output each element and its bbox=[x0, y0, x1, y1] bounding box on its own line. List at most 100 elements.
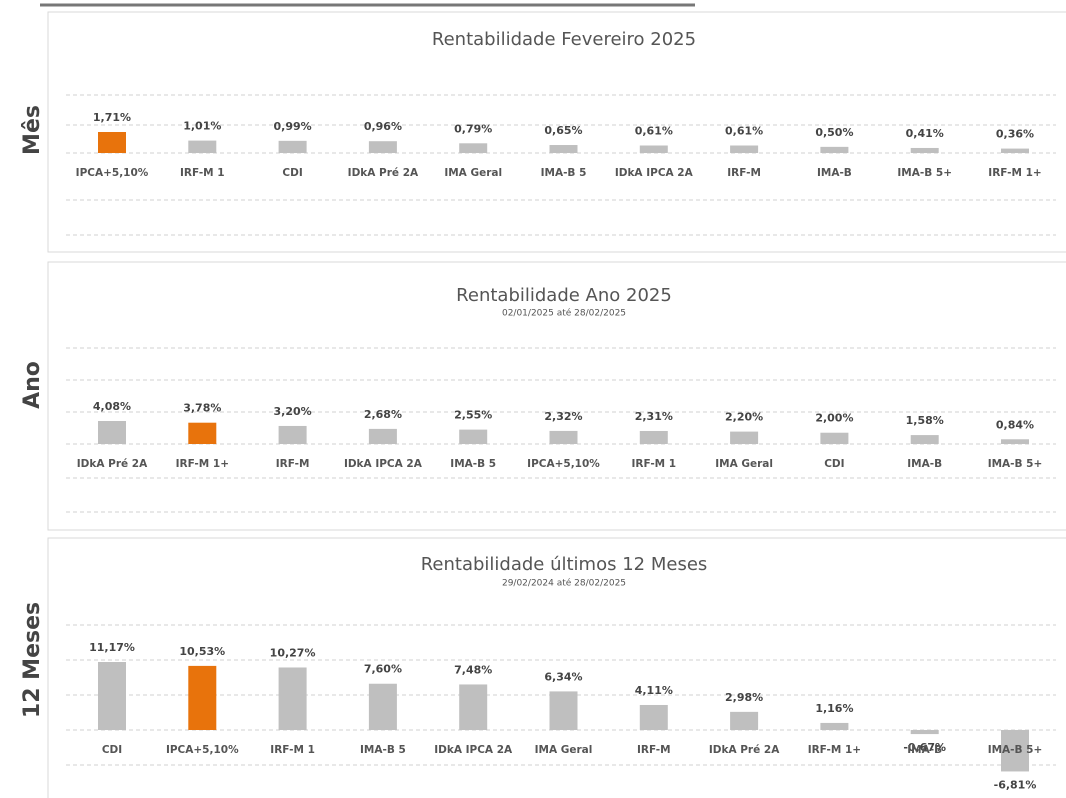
category-label: IMA-B 5+ bbox=[988, 458, 1043, 470]
bar bbox=[730, 431, 759, 444]
bar bbox=[98, 421, 126, 444]
value-label: 0,50% bbox=[815, 126, 853, 139]
value-label: 2,31% bbox=[635, 410, 673, 423]
bar bbox=[549, 430, 578, 444]
category-label: IMA-B 5 bbox=[360, 744, 406, 756]
value-label: 4,11% bbox=[635, 684, 673, 697]
category-label: IMA Geral bbox=[444, 167, 502, 179]
category-label: IRF-M bbox=[637, 744, 671, 756]
bar bbox=[278, 425, 307, 444]
bar bbox=[278, 667, 307, 730]
bar bbox=[98, 132, 126, 153]
category-label: IMA-B 5 bbox=[541, 167, 587, 179]
bar bbox=[188, 422, 217, 444]
value-label: 0,61% bbox=[635, 125, 673, 138]
side-label: Ano bbox=[20, 361, 45, 409]
value-label: 1,01% bbox=[183, 120, 221, 133]
bar bbox=[1001, 439, 1029, 444]
value-label: 3,78% bbox=[183, 402, 221, 415]
bar bbox=[368, 428, 397, 444]
category-label: IRF-M 1+ bbox=[988, 167, 1041, 179]
chart-title: Rentabilidade Fevereiro 2025 bbox=[432, 29, 696, 50]
category-label: IRF-M bbox=[727, 167, 761, 179]
bar bbox=[368, 141, 397, 153]
bar bbox=[278, 140, 307, 153]
category-label: IPCA+5,10% bbox=[527, 458, 600, 470]
side-label: 12 Meses bbox=[20, 602, 45, 718]
bar bbox=[639, 430, 668, 444]
category-label: IMA-B bbox=[907, 744, 942, 756]
value-label: 2,32% bbox=[544, 410, 582, 423]
category-label: IDkA IPCA 2A bbox=[615, 167, 694, 179]
chart-title: Rentabilidade últimos 12 Meses bbox=[421, 554, 708, 575]
bar bbox=[549, 145, 578, 153]
value-label: 0,65% bbox=[544, 124, 582, 137]
category-label: IPCA+5,10% bbox=[76, 167, 149, 179]
chart-subtitle: 02/01/2025 até 28/02/2025 bbox=[502, 308, 626, 319]
category-label: IRF-M 1+ bbox=[176, 458, 229, 470]
value-label: 0,79% bbox=[454, 122, 492, 135]
category-label: IDkA Pré 2A bbox=[348, 167, 419, 179]
value-label: 2,00% bbox=[815, 412, 853, 425]
value-label: 10,27% bbox=[270, 646, 316, 659]
bar bbox=[910, 147, 939, 153]
bar bbox=[549, 691, 578, 730]
category-label: IRF-M 1 bbox=[270, 744, 315, 756]
category-label: IMA Geral bbox=[535, 744, 593, 756]
bar bbox=[820, 146, 849, 153]
bar bbox=[820, 722, 849, 730]
panel bbox=[47, 11, 1066, 253]
bar bbox=[368, 683, 397, 730]
value-label: 10,53% bbox=[179, 645, 225, 658]
value-label: 2,98% bbox=[725, 691, 763, 704]
value-label: 3,20% bbox=[274, 405, 312, 418]
value-label: 0,36% bbox=[996, 128, 1034, 141]
bar bbox=[820, 432, 849, 444]
category-label: IRF-M 1 bbox=[180, 167, 225, 179]
category-label: CDI bbox=[102, 744, 122, 756]
category-label: IRF-M 1 bbox=[631, 458, 676, 470]
category-label: IMA-B 5+ bbox=[897, 167, 952, 179]
category-label: CDI bbox=[824, 458, 844, 470]
category-label: IMA-B bbox=[907, 458, 942, 470]
panel bbox=[47, 537, 1066, 798]
bar bbox=[639, 704, 668, 730]
bar bbox=[188, 665, 217, 730]
category-label: IMA-B bbox=[817, 167, 852, 179]
chart-subtitle: 29/02/2024 até 28/02/2025 bbox=[502, 578, 626, 589]
value-label: 2,55% bbox=[454, 409, 492, 422]
value-label: 0,41% bbox=[906, 127, 944, 140]
bar bbox=[639, 145, 668, 153]
value-label: 0,84% bbox=[996, 418, 1034, 431]
value-label: 6,34% bbox=[544, 670, 582, 683]
bar bbox=[459, 143, 488, 153]
value-label: 2,20% bbox=[725, 411, 763, 424]
side-label: Mês bbox=[20, 105, 45, 155]
panel bbox=[47, 261, 1066, 531]
value-label: 0,96% bbox=[364, 120, 402, 133]
bar bbox=[1001, 730, 1029, 772]
bar bbox=[910, 730, 939, 735]
category-label: IDkA IPCA 2A bbox=[344, 458, 423, 470]
value-label: 11,17% bbox=[89, 641, 135, 654]
bar bbox=[730, 711, 759, 730]
category-label: IMA-B 5 bbox=[450, 458, 496, 470]
value-label: 4,08% bbox=[93, 400, 131, 413]
value-label: 1,71% bbox=[93, 111, 131, 124]
value-label: 7,60% bbox=[364, 663, 402, 676]
category-label: IRF-M bbox=[276, 458, 310, 470]
bar bbox=[188, 140, 217, 153]
bar bbox=[459, 429, 488, 444]
bar bbox=[910, 435, 939, 444]
value-label: 1,58% bbox=[906, 414, 944, 427]
bar bbox=[98, 662, 126, 730]
value-label: -6,81% bbox=[994, 778, 1037, 791]
category-label: CDI bbox=[282, 167, 302, 179]
bar bbox=[1001, 148, 1029, 153]
chart-title: Rentabilidade Ano 2025 bbox=[456, 285, 672, 306]
bar bbox=[730, 145, 759, 153]
category-label: IMA Geral bbox=[715, 458, 773, 470]
bar bbox=[459, 684, 488, 730]
category-label: IDkA Pré 2A bbox=[709, 744, 780, 756]
